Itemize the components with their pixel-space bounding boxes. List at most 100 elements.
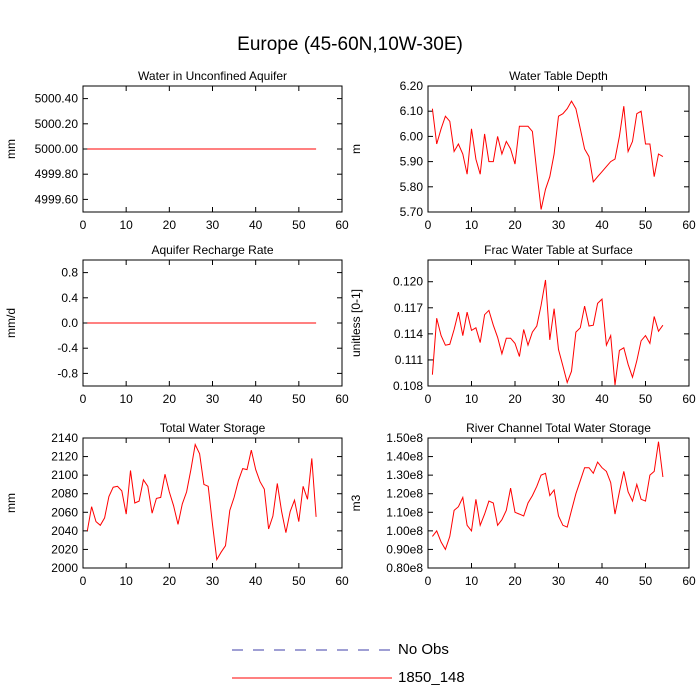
- x-tick-label: 50: [292, 218, 306, 232]
- y-axis-label: mm: [4, 139, 18, 159]
- y-tick-label: 5.70: [400, 205, 424, 219]
- x-tick-label: 60: [335, 218, 349, 232]
- y-tick-label: 5000.00: [35, 142, 79, 156]
- legend-label-1850-148: 1850_148: [398, 669, 465, 686]
- x-tick-label: 10: [465, 218, 479, 232]
- chart-title: Total Water Storage: [160, 421, 266, 435]
- x-tick-label: 30: [552, 574, 566, 588]
- x-tick-label: 50: [639, 574, 653, 588]
- chart-panel: River Channel Total Water Storage m3 0 10 20…: [349, 421, 696, 588]
- x-tick-label: 60: [335, 574, 349, 588]
- x-tick-label: 60: [682, 574, 696, 588]
- y-tick-label: 1.30e8: [386, 468, 423, 482]
- series-line: [86, 442, 317, 562]
- y-tick-label: 0.114: [394, 327, 423, 341]
- x-tick-label: 30: [206, 218, 220, 232]
- y-tick-label: 0.117: [394, 301, 423, 315]
- y-tick-label: 2080: [51, 487, 78, 501]
- y-tick-label: 0.0: [61, 316, 78, 330]
- y-tick-label: 2040: [51, 524, 78, 538]
- y-axis-label: m: [349, 144, 363, 154]
- y-tick-label: 0.80e8: [386, 561, 423, 575]
- chart-panel: Water Table Depth m 0 10 20 30 40 50 60 5.70 5.80 5…: [349, 69, 696, 232]
- y-axis-label: unitless [0-1]: [349, 289, 363, 357]
- y-tick-label: 0.8: [61, 266, 78, 280]
- y-tick-label: 2020: [51, 542, 78, 556]
- plot-frame: [82, 437, 343, 569]
- y-tick-label: 5.80: [400, 180, 424, 194]
- x-tick-label: 20: [508, 574, 522, 588]
- y-tick-label: 1.20e8: [386, 487, 423, 501]
- x-tick-label: 50: [292, 392, 306, 406]
- x-tick-label: 40: [595, 392, 609, 406]
- page-title: Europe (45-60N,10W-30E): [237, 34, 463, 55]
- legend-label-no-obs: No Obs: [398, 641, 449, 658]
- chart-title: Aquifer Recharge Rate: [151, 243, 273, 257]
- x-tick-label: 0: [80, 218, 87, 232]
- y-tick-label: 2120: [51, 450, 78, 464]
- y-tick-label: 5000.40: [35, 92, 79, 106]
- y-tick-label: 1.40e8: [386, 450, 423, 464]
- chart-title: Frac Water Table at Surface: [484, 243, 633, 257]
- y-tick-label: 0.111: [395, 353, 424, 367]
- y-axis-label: mm: [4, 493, 18, 513]
- x-tick-label: 10: [119, 218, 133, 232]
- x-tick-label: 60: [682, 218, 696, 232]
- chart-panel: Total Water Storage mm 0 10 20 30 40 50 60 2000 20…: [4, 421, 349, 588]
- y-tick-label: 0.120: [393, 275, 423, 289]
- chart-panel: Aquifer Recharge Rate mm/d 0 10 20 30 40 50 60 -0…: [4, 243, 349, 406]
- x-tick-label: 10: [465, 574, 479, 588]
- x-tick-label: 20: [508, 392, 522, 406]
- x-tick-label: 20: [163, 574, 177, 588]
- chart-title: Water in Unconfined Aquifer: [138, 69, 287, 83]
- x-tick-label: 0: [425, 218, 432, 232]
- y-tick-label: 2060: [51, 505, 78, 519]
- x-tick-label: 30: [206, 392, 220, 406]
- y-tick-label: 1.00e8: [386, 524, 423, 538]
- y-tick-label: 2000: [51, 561, 78, 575]
- x-tick-label: 50: [639, 218, 653, 232]
- x-tick-label: 50: [639, 392, 653, 406]
- x-tick-label: 0: [425, 392, 432, 406]
- chart-panel: Frac Water Table at Surface unitless [0-1…: [349, 243, 696, 406]
- series-line: [431, 100, 664, 210]
- y-tick-label: 1.50e8: [386, 431, 423, 445]
- y-tick-label: 4999.80: [35, 167, 79, 181]
- plot-frame: [427, 259, 690, 387]
- y-tick-label: 6.20: [400, 79, 424, 93]
- y-tick-label: 6.00: [400, 129, 424, 143]
- plot-frame: [427, 85, 690, 213]
- y-tick-label: 2100: [51, 468, 78, 482]
- x-tick-label: 30: [552, 218, 566, 232]
- series-line: [432, 441, 664, 551]
- y-tick-label: 0.90e8: [386, 542, 423, 556]
- x-tick-label: 40: [595, 218, 609, 232]
- x-tick-label: 30: [206, 574, 220, 588]
- y-tick-label: -0.4: [57, 341, 78, 355]
- y-tick-label: 0.108: [393, 379, 423, 393]
- x-tick-label: 10: [119, 574, 133, 588]
- x-tick-label: 40: [595, 574, 609, 588]
- y-tick-label: 2140: [51, 431, 78, 445]
- y-tick-label: 6.10: [400, 104, 424, 118]
- x-tick-label: 40: [249, 574, 263, 588]
- x-tick-label: 40: [249, 392, 263, 406]
- x-tick-label: 0: [80, 574, 87, 588]
- x-tick-label: 10: [119, 392, 133, 406]
- y-tick-label: 4999.60: [35, 192, 79, 206]
- x-tick-label: 10: [465, 392, 479, 406]
- x-tick-label: 20: [163, 392, 177, 406]
- y-axis-label: m3: [349, 494, 363, 511]
- y-tick-label: -0.8: [57, 366, 78, 380]
- plot-frame: [427, 437, 690, 569]
- chart-title: River Channel Total Water Storage: [466, 421, 651, 435]
- y-tick-label: 1.10e8: [386, 505, 423, 519]
- x-tick-label: 50: [292, 574, 306, 588]
- y-tick-label: 5.90: [400, 155, 424, 169]
- chart-title: Water Table Depth: [509, 69, 608, 83]
- x-tick-label: 0: [80, 392, 87, 406]
- x-tick-label: 60: [335, 392, 349, 406]
- x-tick-label: 20: [508, 218, 522, 232]
- x-tick-label: 60: [682, 392, 696, 406]
- y-tick-label: 5000.20: [35, 117, 79, 131]
